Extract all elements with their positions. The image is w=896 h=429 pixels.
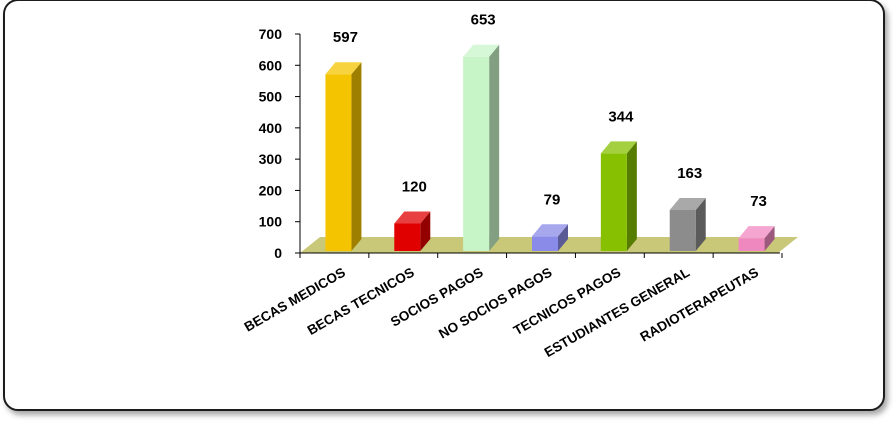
bar-front (325, 74, 352, 251)
data-label: 120 (402, 178, 427, 195)
data-label: 163 (677, 165, 702, 182)
bar-4 (532, 224, 568, 251)
bar-front (738, 238, 765, 251)
data-label: 79 (544, 191, 561, 208)
data-label: 73 (750, 193, 767, 210)
y-tick-label: 400 (259, 120, 283, 136)
bar-layer (325, 44, 775, 251)
bar-1 (325, 62, 362, 251)
data-label: 344 (608, 108, 634, 125)
bar-side (489, 44, 500, 251)
bar-front (669, 210, 696, 251)
bar-7 (738, 226, 775, 251)
bar-front (394, 223, 421, 251)
bar-top (669, 198, 706, 211)
bar-front (600, 153, 627, 251)
bar-side (558, 224, 568, 251)
bar-top (394, 211, 431, 224)
y-tick-label: 100 (259, 214, 283, 230)
bar-3 (463, 44, 500, 251)
y-tick-label: 600 (259, 57, 283, 73)
bar-side (764, 226, 775, 251)
bar-front (532, 236, 558, 251)
bar-5 (600, 141, 637, 251)
data-label: 653 (471, 12, 496, 29)
bar-top (738, 226, 775, 239)
bar-6 (669, 198, 706, 251)
data-label: 597 (333, 29, 358, 46)
y-axis: 0 100 200 300 400 500 600 700 (259, 26, 783, 261)
bar-side (626, 141, 637, 251)
chart-card (3, 0, 885, 411)
bar-2 (394, 211, 431, 251)
data-label-layer: 597 120 653 79 344 163 73 (333, 12, 767, 210)
bar-front (463, 56, 490, 251)
bar-top (325, 62, 362, 75)
bar-side (420, 211, 431, 251)
y-tick-label: 700 (259, 26, 283, 42)
bar-top (600, 141, 637, 154)
bar-top (532, 224, 568, 237)
bar-side (695, 198, 706, 251)
y-tick-label: 0 (274, 245, 282, 261)
bar-side (351, 62, 362, 251)
y-tick-label: 200 (259, 182, 283, 198)
y-tick-label: 300 (259, 151, 283, 167)
bar-top (463, 44, 500, 57)
y-tick-label: 500 (259, 89, 283, 105)
